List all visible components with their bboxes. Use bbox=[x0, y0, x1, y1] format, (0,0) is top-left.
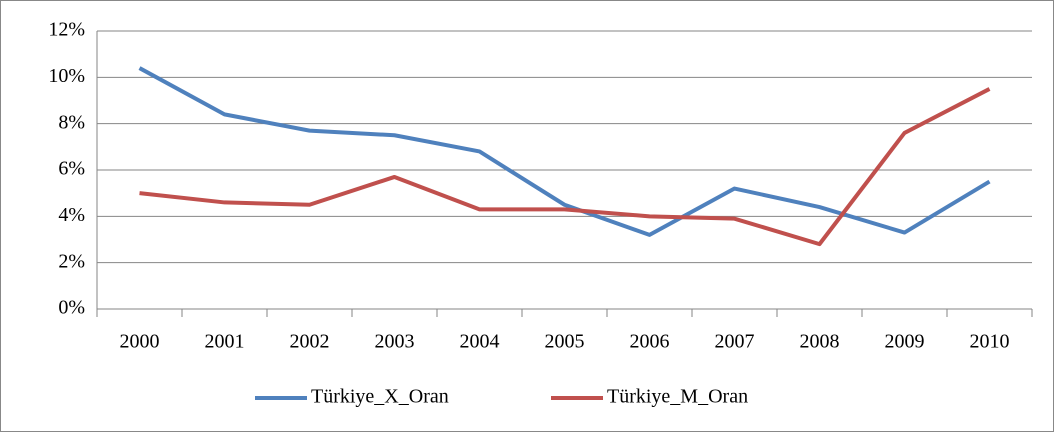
x-tick-label: 2006 bbox=[630, 331, 670, 353]
legend-label: Türkiye_X_Oran bbox=[311, 386, 449, 408]
series-line bbox=[139, 87, 991, 247]
x-tick-label: 2000 bbox=[120, 331, 160, 353]
x-tick-label: 2004 bbox=[460, 331, 500, 353]
x-tick-label: 2007 bbox=[715, 331, 755, 353]
y-tick-label: 4% bbox=[58, 204, 85, 226]
x-tick-label: 2005 bbox=[545, 331, 585, 353]
x-tick-label: 2001 bbox=[205, 331, 245, 353]
x-tick-label: 2010 bbox=[970, 331, 1010, 353]
y-tick-label: 2% bbox=[58, 250, 85, 272]
x-tick-label: 2003 bbox=[375, 331, 415, 353]
x-tick-label: 2008 bbox=[800, 331, 840, 353]
y-tick-label: 0% bbox=[58, 297, 85, 319]
x-tick-label: 2009 bbox=[885, 331, 925, 353]
y-tick-label: 6% bbox=[58, 158, 85, 180]
y-tick-label: 12% bbox=[48, 19, 85, 41]
legend-label: Türkiye_M_Oran bbox=[607, 386, 748, 408]
x-tick-label: 2002 bbox=[290, 331, 330, 353]
y-tick-label: 10% bbox=[48, 65, 85, 87]
y-tick-label: 8% bbox=[58, 111, 85, 133]
series-line bbox=[138, 66, 991, 237]
